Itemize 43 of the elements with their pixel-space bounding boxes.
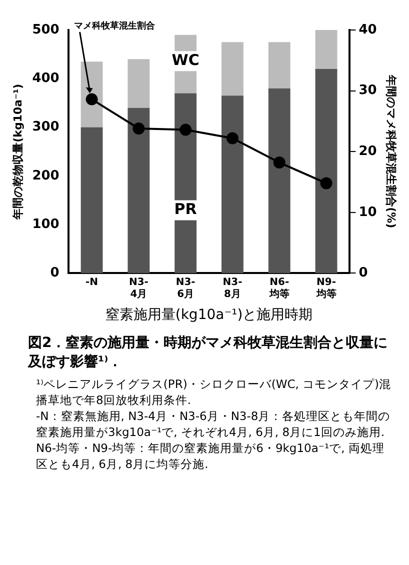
bar bbox=[128, 59, 150, 108]
point bbox=[226, 132, 238, 144]
x-axis-title: 窒素施用量(kg10a⁻¹)と施用時期 bbox=[105, 307, 313, 324]
x-tick-label: N3- 6月 bbox=[176, 276, 196, 300]
point bbox=[180, 124, 192, 136]
text: マメ科牧草混生割合 bbox=[74, 20, 156, 32]
y2-axis-title: 年間のマメ科牧草混生割合(%) bbox=[384, 74, 398, 228]
y-tick-label: 0 bbox=[50, 266, 60, 281]
bar bbox=[222, 96, 244, 274]
y-tick-label: 100 bbox=[32, 216, 60, 232]
x-tick-label: N9- 均等 bbox=[315, 276, 336, 300]
point bbox=[320, 177, 332, 190]
y2-tick-label: 10 bbox=[358, 204, 377, 220]
y-tick-label: 200 bbox=[32, 168, 60, 184]
series-label: WC bbox=[172, 51, 200, 70]
series-label: PR bbox=[174, 200, 198, 218]
y-tick-label: 300 bbox=[32, 120, 60, 135]
text: N6-均等・N9-均等：年間の窒素施用量が6・9kg10a⁻¹で, 両処理区とも4月, 6月, 8月に均等分施. bbox=[36, 440, 386, 472]
y2-tick-label: 0 bbox=[358, 266, 368, 281]
point bbox=[273, 156, 286, 169]
text: ¹⁾ペレニアルライグラス(PR)・シロクローバ(WC, コモンタイプ)混播草地で年8回放牧利用条件. bbox=[36, 376, 392, 408]
x-tick-label: N3- 4月 bbox=[128, 276, 148, 300]
x-tick-label: N3- 8月 bbox=[222, 276, 242, 300]
text: 図2．窒素の施用量・時期がマメ科牧草混生割合と収量に及ぼす影響¹⁾． bbox=[28, 334, 389, 372]
point bbox=[132, 122, 145, 134]
x-tick-label: N6- 均等 bbox=[268, 276, 290, 300]
y2-tick-label: 30 bbox=[358, 83, 377, 98]
x-tick-label: -N bbox=[86, 276, 98, 288]
bar bbox=[128, 108, 150, 274]
bar bbox=[315, 30, 338, 69]
bar bbox=[222, 42, 244, 96]
bar bbox=[315, 68, 338, 274]
y2-tick-label: 40 bbox=[358, 22, 377, 38]
y-tick-label: 500 bbox=[32, 22, 60, 38]
y2-tick-label: 20 bbox=[358, 144, 377, 159]
bar bbox=[268, 88, 290, 274]
point bbox=[86, 93, 98, 106]
bar bbox=[174, 93, 197, 274]
bar bbox=[268, 42, 290, 88]
text: -N：窒素無施用, N3-4月・N3-6月・N3-8月：各処理区とも年間の窒素施用量が3kg10a⁻¹で, それぞれ4月, 6月, 8月に1回のみ施用. bbox=[36, 408, 392, 440]
y-tick-label: 400 bbox=[32, 71, 60, 86]
y-axis-title: 年間の乾物収量(kg10a⁻¹) bbox=[11, 84, 24, 220]
bar bbox=[80, 127, 103, 274]
